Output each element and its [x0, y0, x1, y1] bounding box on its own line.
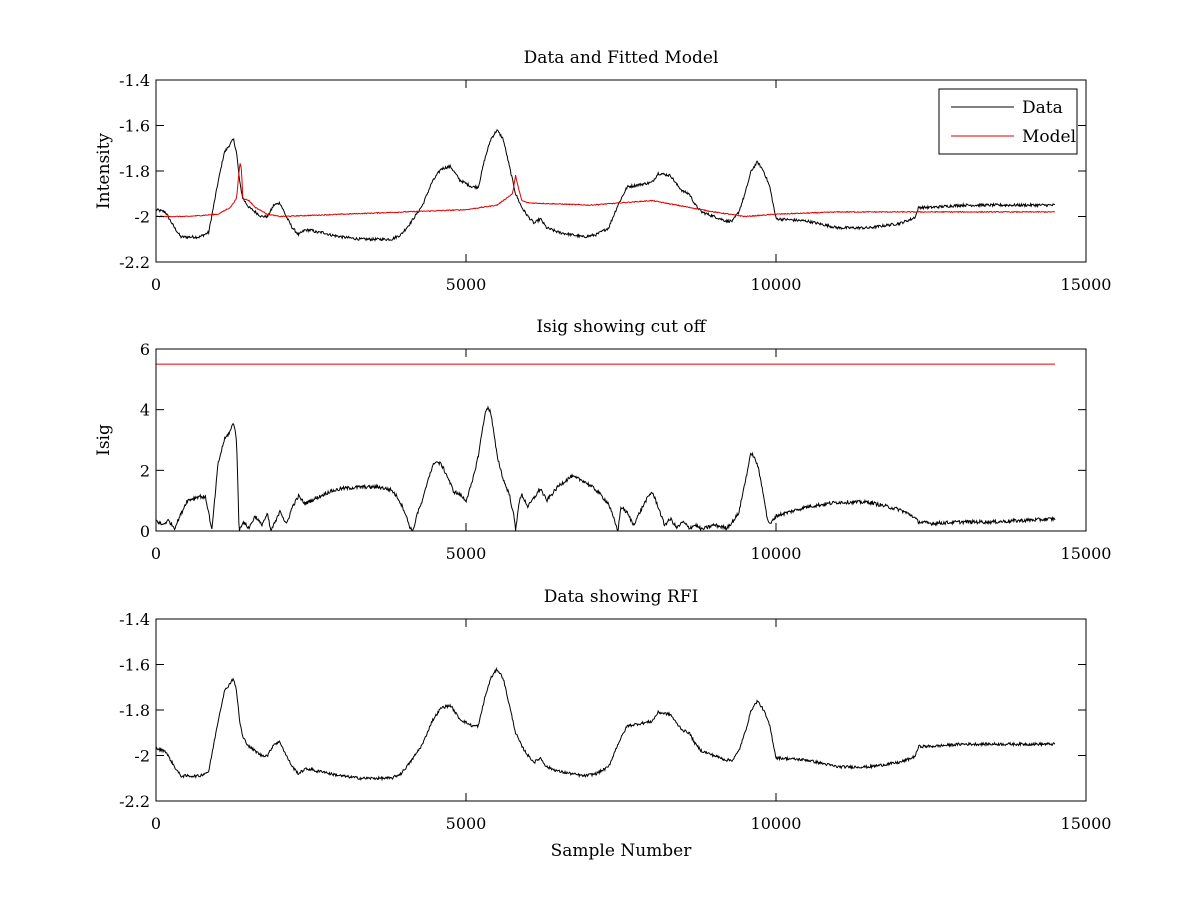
- chart-3-ytick-label: -2.2: [119, 792, 150, 811]
- chart-2: 0 5000 10000 15000 0 2 4 6 Isig showing cut off I…: [94, 317, 1111, 563]
- chart-1-ylabel: Intensity: [94, 133, 114, 209]
- chart-3-title: Data showing RFI: [544, 587, 699, 607]
- chart-1-xtick-label: 15000: [1061, 275, 1112, 294]
- chart-2-ytick-label: 6: [140, 340, 150, 359]
- chart-3-series-group: [156, 666, 1056, 782]
- chart-3-ytick-label: -1.6: [119, 656, 150, 675]
- chart-2-xtick-label: 5000: [446, 544, 487, 563]
- legend-label-data: Data: [1022, 98, 1063, 118]
- chart-2-ytick-label: 4: [140, 401, 150, 420]
- chart-1-title: Data and Fitted Model: [524, 48, 719, 68]
- chart-3-xlabel: Sample Number: [551, 841, 693, 861]
- chart-3-xtick-label: 5000: [446, 814, 487, 833]
- legend-label-model: Model: [1022, 127, 1076, 147]
- chart-1-xtick-label: 0: [151, 275, 161, 294]
- chart-1-legend: Data Model: [938, 88, 1078, 155]
- chart-1-ytick-label: -1.8: [119, 162, 150, 181]
- chart-3-axes-box: [155, 618, 1087, 802]
- chart-2-title: Isig showing cut off: [536, 317, 707, 337]
- legend-box: [938, 88, 1078, 155]
- chart-3: 0 5000 10000 15000 -1.4 -1.6 -1.8 -2 -2.2 Data sh…: [119, 587, 1111, 861]
- chart-3-xtick-label: 10000: [751, 814, 802, 833]
- chart-2-series-data-line: [156, 405, 1056, 531]
- chart-3-ytick-label: -1.8: [119, 701, 150, 720]
- chart-2-ytick-label: 2: [140, 461, 150, 480]
- chart-2-ylabel: Isig: [94, 424, 114, 456]
- chart-3-ytick-label: -2: [134, 747, 150, 766]
- chart-1: 0 5000 10000 15000 -1.4 -1.6 -1.8 -2 -2.2 Data an…: [94, 48, 1111, 294]
- chart-3-xtick-label: 0: [151, 814, 161, 833]
- chart-1-ytick-label: -1.6: [119, 117, 150, 136]
- chart-2-xtick-label: 10000: [751, 544, 802, 563]
- chart-1-series-group: [156, 129, 1056, 242]
- chart-3-series-data-line: [156, 666, 1056, 782]
- chart-3-xtick-label: 15000: [1061, 814, 1112, 833]
- chart-2-axes-box: [155, 348, 1087, 532]
- chart-3-ytick-label: -1.4: [119, 610, 150, 629]
- chart-1-xtick-label: 5000: [446, 275, 487, 294]
- chart-2-ytick-label: 0: [140, 522, 150, 541]
- chart-2-series-group: [156, 363, 1056, 531]
- chart-2-xtick-label: 15000: [1061, 544, 1112, 563]
- chart-2-xtick-label: 0: [151, 544, 161, 563]
- chart-1-ytick-label: -2.2: [119, 253, 150, 272]
- chart-1-ytick-label: -1.4: [119, 71, 150, 90]
- chart-1-xtick-label: 10000: [751, 275, 802, 294]
- chart-1-ytick-label: -2: [134, 208, 150, 227]
- chart-1-series-data-line: [156, 129, 1056, 242]
- chart-1-series-model-line: [156, 163, 1056, 218]
